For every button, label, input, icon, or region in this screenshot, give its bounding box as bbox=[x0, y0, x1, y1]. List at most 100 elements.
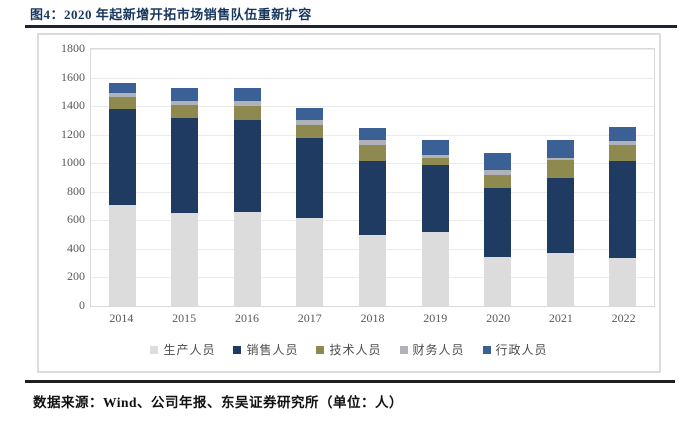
bar-segment bbox=[484, 174, 512, 188]
legend-item: 技术人员 bbox=[316, 341, 381, 358]
bar-segment bbox=[171, 118, 199, 214]
bar-segment bbox=[359, 140, 387, 146]
x-tick-label: 2016 bbox=[234, 311, 259, 325]
bar-segment bbox=[546, 160, 574, 178]
bar-segment bbox=[171, 101, 199, 105]
x-axis-tick-labels: 2014 2015 2016 2017 2018 2019 2020 2021 2022 bbox=[90, 311, 655, 326]
stacked-bar-2017 bbox=[296, 108, 324, 306]
legend-label: 技术人员 bbox=[329, 343, 382, 357]
stacked-bar-2016 bbox=[233, 88, 261, 306]
bar-segment bbox=[108, 108, 136, 205]
stacked-bar-2014 bbox=[108, 83, 136, 306]
bar-segment bbox=[233, 88, 261, 102]
bar-segment bbox=[296, 218, 324, 306]
bar-segment bbox=[421, 140, 449, 155]
bar-segment bbox=[421, 154, 449, 159]
y-axis-tick-labels: 0 200 400 600 800 1000 1200 1400 1600 1800 bbox=[41, 42, 85, 311]
bar-segment bbox=[609, 258, 637, 306]
bar-segment bbox=[421, 165, 449, 232]
y-tick-label: 1000 bbox=[61, 155, 85, 170]
data-source-note: 数据来源：Wind、公司年报、东吴证券研究所（单位：人） bbox=[33, 395, 404, 410]
legend-swatch-icon bbox=[482, 345, 491, 354]
bar-segment bbox=[233, 106, 261, 120]
y-tick-label: 1600 bbox=[61, 69, 85, 84]
bar-segment bbox=[546, 177, 574, 254]
chart-container: 0 200 400 600 800 1000 1200 1400 1600 1800 2014 20… bbox=[37, 33, 661, 373]
bar-slot-2020 bbox=[466, 49, 529, 306]
bar-slot-2014 bbox=[91, 49, 154, 306]
x-tick-label: 2014 bbox=[109, 311, 134, 325]
y-tick-label: 0 bbox=[79, 298, 85, 312]
bar-segment bbox=[296, 120, 324, 125]
bar-segment bbox=[233, 212, 261, 306]
bar-segment bbox=[546, 253, 574, 306]
bar-segment bbox=[108, 96, 136, 109]
bar-segment bbox=[359, 234, 387, 306]
legend-label: 行政人员 bbox=[495, 343, 548, 357]
legend-label: 销售人员 bbox=[246, 343, 299, 357]
gridline bbox=[91, 77, 654, 79]
bar-segment bbox=[233, 119, 261, 213]
bar-segment bbox=[296, 124, 324, 138]
x-tick-label: 2022 bbox=[611, 311, 636, 325]
bar-segment bbox=[359, 145, 387, 162]
bar-segment bbox=[484, 169, 512, 175]
legend-swatch-icon bbox=[399, 345, 408, 354]
x-tick-label: 2018 bbox=[360, 311, 385, 325]
legend-item: 生产人员 bbox=[150, 341, 215, 358]
x-tick-label: 2021 bbox=[548, 311, 573, 325]
legend-label: 生产人员 bbox=[163, 343, 216, 357]
gridline bbox=[91, 49, 654, 50]
bar-segment bbox=[296, 108, 324, 121]
legend-swatch-icon bbox=[150, 345, 159, 354]
bar-slot-2015 bbox=[154, 49, 217, 306]
bar-segment bbox=[484, 187, 512, 258]
x-tick-label: 2015 bbox=[172, 311, 197, 325]
bar-slot-2022 bbox=[592, 49, 655, 306]
x-tick-label: 2017 bbox=[297, 311, 322, 325]
legend-swatch-icon bbox=[316, 345, 325, 354]
title-divider-line bbox=[25, 25, 677, 28]
stacked-bar-2015 bbox=[171, 87, 199, 306]
bar-segment bbox=[359, 128, 387, 141]
figure-title: 图4：2020 年起新增开拓市场销售队伍重新扩容 bbox=[30, 7, 312, 22]
stacked-bar-2020 bbox=[484, 153, 512, 306]
stacked-bars bbox=[91, 49, 654, 306]
bar-segment bbox=[108, 204, 136, 306]
legend-item: 行政人员 bbox=[482, 341, 548, 358]
y-tick-label: 400 bbox=[67, 240, 85, 255]
bar-segment bbox=[609, 141, 637, 146]
bar-slot-2017 bbox=[279, 49, 342, 306]
y-tick-label: 1400 bbox=[61, 98, 85, 113]
bar-segment bbox=[108, 83, 136, 94]
stacked-bar-2021 bbox=[546, 140, 574, 306]
plot-area bbox=[90, 48, 655, 307]
x-tick-label: 2020 bbox=[486, 311, 511, 325]
y-tick-label: 1200 bbox=[61, 126, 85, 141]
stacked-bar-2022 bbox=[609, 126, 637, 306]
bar-slot-2021 bbox=[529, 49, 592, 306]
footer-divider-line bbox=[25, 380, 675, 383]
bar-segment bbox=[171, 213, 199, 306]
legend-item: 销售人员 bbox=[233, 341, 298, 358]
bar-segment bbox=[484, 257, 512, 306]
bar-segment bbox=[484, 153, 512, 170]
y-tick-label: 800 bbox=[67, 183, 85, 198]
bar-segment bbox=[609, 126, 637, 142]
bar-slot-2016 bbox=[216, 49, 279, 306]
y-tick-label: 1800 bbox=[61, 41, 85, 55]
bar-segment bbox=[609, 161, 637, 259]
bar-segment bbox=[359, 161, 387, 235]
chart-legend: 生产人员 销售人员 技术人员 财务人员 行政人员 bbox=[39, 341, 659, 358]
legend-label: 财务人员 bbox=[412, 343, 465, 357]
bar-segment bbox=[421, 158, 449, 166]
bar-segment bbox=[546, 140, 574, 158]
bar-segment bbox=[546, 157, 574, 161]
bar-segment bbox=[233, 101, 261, 107]
legend-item: 财务人员 bbox=[399, 341, 465, 358]
y-tick-label: 200 bbox=[67, 269, 85, 284]
bar-segment bbox=[108, 93, 136, 97]
legend-swatch-icon bbox=[233, 345, 242, 354]
bar-segment bbox=[296, 137, 324, 219]
